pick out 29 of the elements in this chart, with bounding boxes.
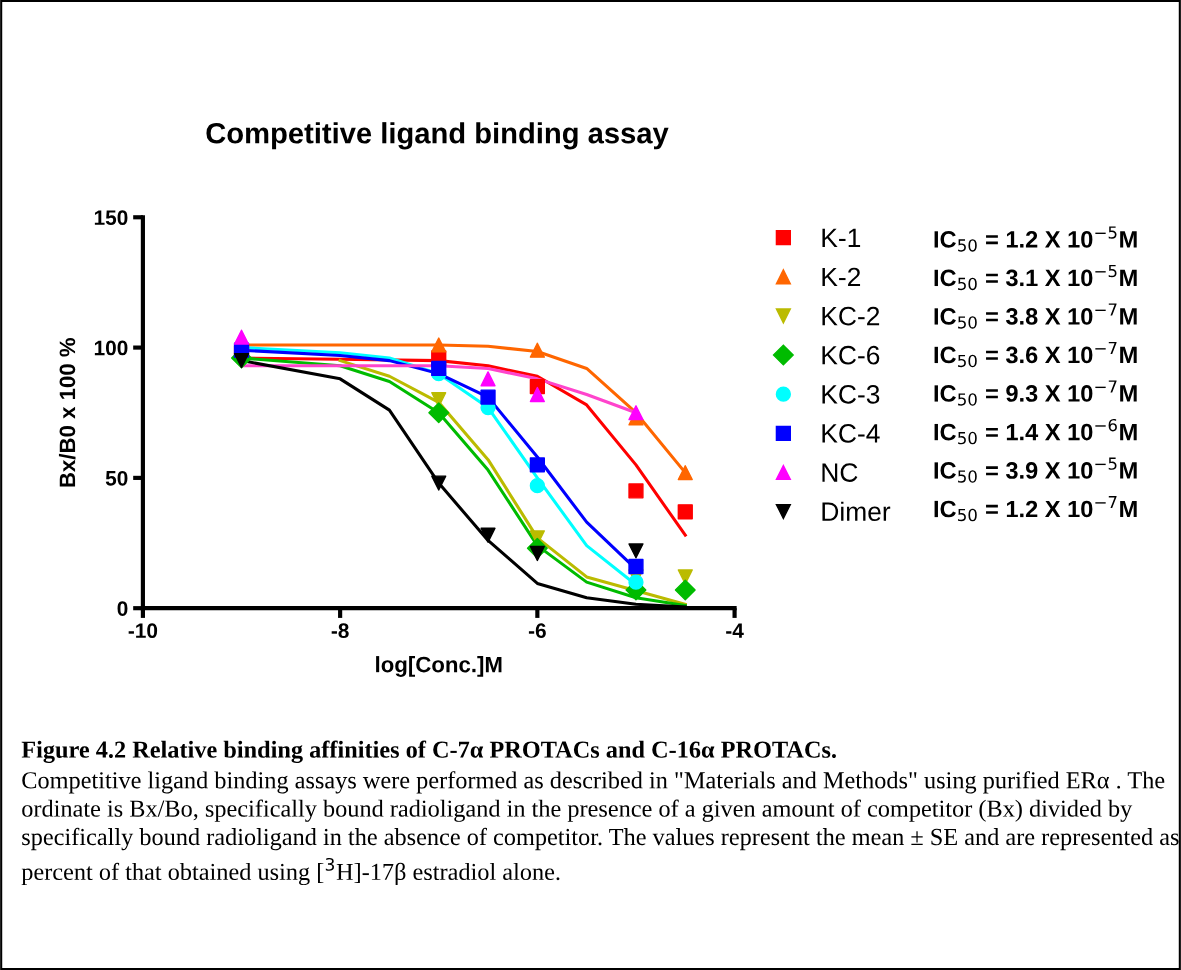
legend-label: NC — [822, 463, 858, 482]
chart-title: Competitive ligand binding assay — [206, 122, 669, 150]
x-tick-label: -8 — [331, 623, 349, 639]
x-tick-label: -6 — [528, 623, 546, 639]
x-tick-label: -10 — [128, 623, 158, 639]
y-axis-title: Bx/B0 x 100 % — [58, 337, 76, 487]
text: IC$_{50}$ = 3.1 X 10$^{−5}$M — [934, 264, 1137, 291]
text: IC$_{50}$ = 3.9 X 10$^{−5}$M — [934, 457, 1137, 483]
legend-label: K-2 — [822, 267, 861, 287]
x-tick-label: -4 — [726, 623, 744, 638]
legend-label: K-1 — [822, 228, 861, 247]
text: IC$_{50}$ = 1.2 X 10$^{−5}$M — [934, 226, 1137, 252]
text: IC$_{50}$ = 1.4 X 10$^{−6}$M — [934, 418, 1137, 445]
text: IC$_{50}$ = 3.6 X 10$^{−7}$M — [934, 341, 1137, 368]
legend-label: KC-4 — [822, 424, 880, 443]
y-tick-label: 50 — [105, 470, 128, 486]
text: IC$_{50}$ = 1.2 X 10$^{−7}$M — [934, 496, 1137, 522]
legend-label: KC-3 — [822, 384, 880, 404]
text: Competitive ligand binding assays were performed as described in "Materials and Methods" using purified ERα . The ordinate is Bx/Bo, specifically bound radioligand in the presence of a given amount of competitor (Bx) divided by specifically bound radioligand in the absence of competitor. The values represent the mean ± SE and are represented as percent of that obtained using [$^{3}$H]-17β estradiol alone. — [21, 771, 1179, 886]
legend-label: KC-2 — [822, 306, 880, 326]
caption: Figure 4.2 Relative binding affinities of C-7α PROTACs and C-16α PROTACs. — [21, 740, 836, 763]
y-tick-label: 0 — [117, 601, 128, 616]
y-tick-label: 150 — [94, 210, 128, 226]
legend-label: KC-6 — [822, 345, 880, 365]
legend-label: Dimer — [822, 501, 891, 522]
text: IC$_{50}$ = 9.3 X 10$^{−7}$M — [934, 380, 1137, 406]
y-tick-label: 100 — [94, 340, 128, 356]
x-axis-title: log[Conc.]M — [376, 656, 502, 677]
text: IC$_{50}$ = 3.8 X 10$^{−7}$M — [934, 303, 1137, 329]
